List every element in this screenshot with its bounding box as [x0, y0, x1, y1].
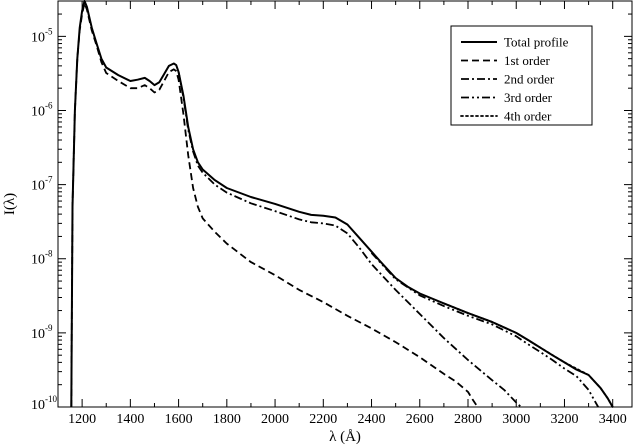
x-tick-label: 2400: [358, 412, 386, 427]
legend-label-5: 4th order: [504, 109, 552, 124]
x-tick-label: 1600: [165, 412, 193, 427]
ticks-layer: 1200 1400 1600 1800 2000 2200 2400 2600 2800 3000…: [31, 1, 632, 427]
x-tick-label: 1800: [213, 412, 241, 427]
x-axis-label: λ (Å): [329, 429, 361, 445]
x-tick-label: 2000: [261, 412, 289, 427]
series-line-5: [443, 302, 614, 408]
y-tick-label: 10 -5: [31, 26, 53, 45]
y-tick-base: 10: [31, 179, 45, 194]
x-tick-label: 2800: [454, 412, 482, 427]
y-tick-label: 10 -10: [31, 394, 57, 413]
y-tick-exponent: -9: [45, 323, 53, 333]
y-tick-label: 10 -8: [31, 249, 53, 268]
x-tick-label: 3400: [599, 412, 627, 427]
y-tick-exponent: -6: [45, 100, 53, 110]
y-tick-label: 10 -6: [31, 100, 53, 119]
y-tick-exponent: -10: [45, 394, 57, 404]
legend-items: Total profile 1st order 2nd order 3rd order…: [460, 35, 569, 124]
series-line-3: [177, 71, 522, 408]
legend: Total profile 1st order 2nd order 3rd order…: [450, 25, 593, 126]
x-tick-label: 3000: [502, 412, 530, 427]
y-tick-label: 10 -7: [31, 175, 53, 194]
legend-label-1: Total profile: [504, 35, 569, 50]
x-tick-label: 1200: [68, 412, 96, 427]
y-axis-label: I(λ): [2, 193, 18, 215]
y-tick-base: 10: [31, 253, 45, 268]
series-line-4: [370, 252, 599, 408]
y-tick-exponent: -5: [45, 26, 53, 36]
y-tick-base: 10: [31, 398, 45, 413]
x-tick-label: 2200: [309, 412, 337, 427]
plot-frame: [57, 0, 633, 408]
y-tick-base: 10: [31, 104, 45, 119]
legend-label-4: 3rd order: [504, 90, 553, 105]
x-tick-label: 2600: [406, 412, 434, 427]
y-tick-exponent: -8: [45, 249, 53, 259]
series-layer: [70, 0, 614, 408]
y-tick-base: 10: [31, 327, 45, 342]
y-tick-label: 10 -9: [31, 323, 53, 342]
x-tick-label: 1400: [116, 412, 144, 427]
legend-label-2: 1st order: [504, 53, 551, 68]
series-line-2: [70, 2, 479, 408]
x-tick-label: 3200: [550, 412, 578, 427]
y-tick-exponent: -7: [45, 175, 53, 185]
legend-label-3: 2nd order: [504, 72, 555, 87]
y-tick-base: 10: [31, 30, 45, 45]
